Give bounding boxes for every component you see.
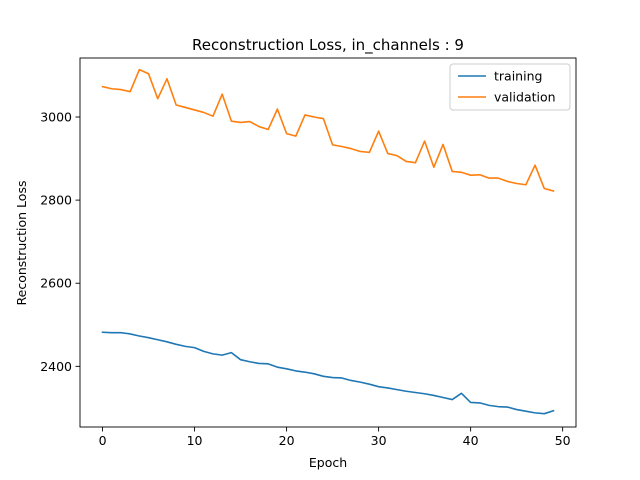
y-tick-label: 3000 bbox=[40, 110, 72, 125]
y-axis-label: Reconstruction Loss bbox=[14, 181, 29, 306]
legend-label-validation: validation bbox=[494, 90, 556, 105]
y-tick-label: 2600 bbox=[40, 276, 72, 291]
legend-label-training: training bbox=[494, 69, 542, 84]
x-tick-label: 40 bbox=[463, 433, 479, 448]
x-tick-label: 0 bbox=[99, 433, 107, 448]
legend: training validation bbox=[449, 63, 571, 111]
x-tick-label: 50 bbox=[555, 433, 571, 448]
series-line-training bbox=[101, 331, 555, 415]
y-tick-label: 2800 bbox=[40, 193, 72, 208]
x-tick-label: 20 bbox=[279, 433, 295, 448]
x-tick-label: 30 bbox=[371, 433, 387, 448]
plot-area: 0 10 20 30 40 50 2400 2600 2800 3000 bbox=[40, 57, 577, 448]
x-tick-label: 10 bbox=[187, 433, 203, 448]
series-line-validation bbox=[101, 68, 555, 192]
chart-title: Reconstruction Loss, in_channels : 9 bbox=[192, 36, 464, 55]
y-tick-label: 2400 bbox=[40, 359, 72, 374]
x-axis-label: Epoch bbox=[309, 455, 347, 470]
axes-frame bbox=[79, 57, 577, 428]
